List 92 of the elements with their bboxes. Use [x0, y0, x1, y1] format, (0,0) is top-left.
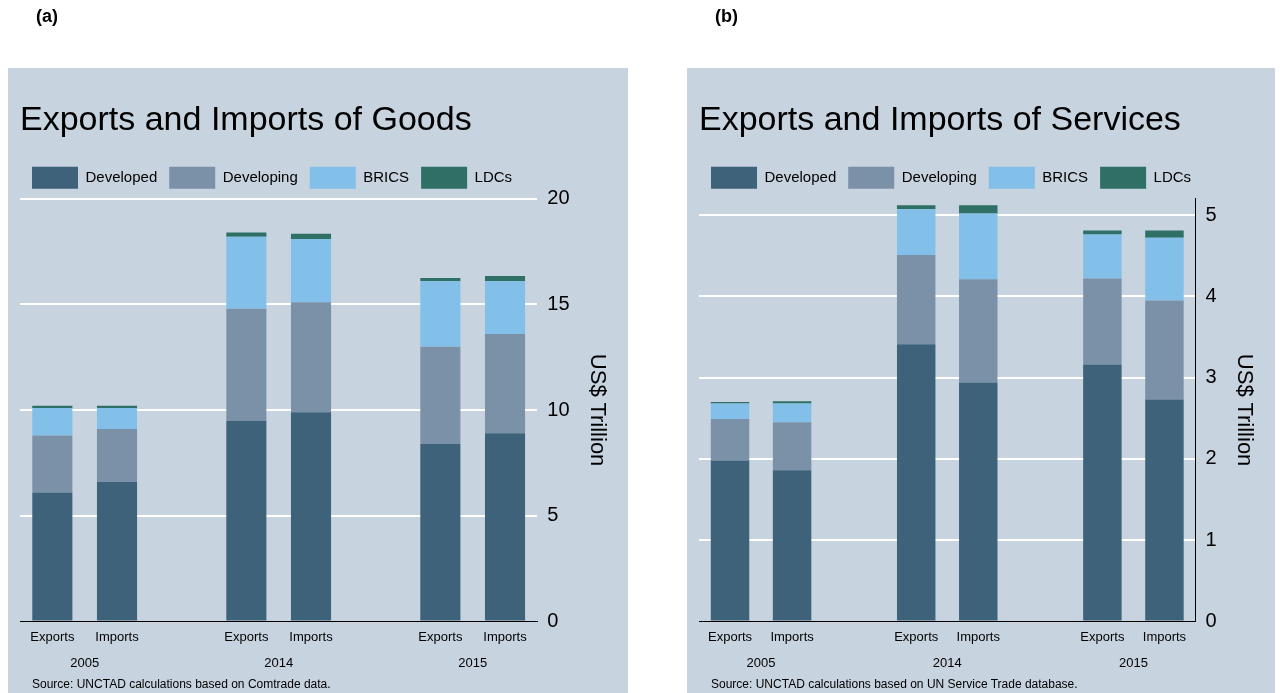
bar: [96, 481, 138, 621]
bar: [710, 419, 750, 461]
bar: [32, 407, 73, 436]
bar: [896, 209, 936, 255]
chart-title: Exports and Imports of Services: [699, 98, 1181, 137]
bar: [226, 232, 267, 237]
bar: [959, 382, 998, 621]
bar: [772, 422, 812, 471]
y-tick-label: 0: [547, 608, 559, 631]
text: 2014: [264, 654, 294, 670]
bar: [420, 443, 461, 621]
x-tick-label: Imports: [95, 628, 140, 644]
text: 2015: [1118, 654, 1148, 670]
y-tick-label: 0: [1205, 608, 1217, 631]
bar: [96, 429, 138, 482]
bar: [96, 407, 138, 430]
x-tick-label: Imports: [956, 628, 1001, 644]
bar: [1145, 237, 1184, 301]
y-tick-label: 5: [1205, 202, 1217, 225]
y-axis-title: US$ Trillion: [1232, 353, 1258, 467]
bar: [484, 275, 526, 282]
y-tick-label: 2: [1205, 446, 1217, 469]
bar: [1145, 399, 1184, 621]
bar: [772, 401, 812, 404]
x-tick-label: Imports: [483, 628, 528, 644]
bar: [959, 279, 998, 383]
source-note: Source: UNCTAD calculations based on UN Service Trade database.: [711, 677, 1078, 692]
legend-label: LDCs: [1153, 167, 1192, 185]
bar: [896, 205, 936, 210]
chart-subtitle: (b): [715, 6, 738, 27]
text: 2005: [70, 654, 100, 670]
bar: [420, 278, 461, 282]
bar: [1083, 364, 1122, 621]
bar: [484, 433, 526, 621]
legend-label: BRICS: [1042, 167, 1089, 185]
bar: [772, 470, 812, 621]
x-tick-label: Exports: [224, 628, 269, 644]
bar: [290, 412, 332, 621]
x-tick-label: Imports: [770, 628, 815, 644]
text: 2005: [746, 654, 776, 670]
bar: [226, 308, 267, 421]
bar: [420, 281, 461, 347]
bar: [226, 420, 267, 621]
y-tick-label: 10: [547, 397, 570, 420]
chart-title: Exports and Imports of Goods: [20, 98, 472, 137]
bar: [959, 213, 998, 280]
x-tick-label: Exports: [894, 628, 939, 644]
bar: [1083, 278, 1122, 365]
y-tick-label: 4: [1205, 283, 1217, 306]
bar: [420, 346, 461, 444]
x-tick-label: Imports: [289, 628, 334, 644]
bar: [1083, 234, 1122, 279]
legend-label: Developed: [764, 167, 837, 185]
bar: [896, 254, 936, 345]
bar: [1083, 230, 1122, 235]
bar: [959, 205, 998, 214]
source-note: Source: UNCTAD calculations based on Comtrade data.: [32, 677, 331, 692]
bar: [1145, 300, 1184, 400]
bar: [32, 405, 73, 408]
x-tick-label: Exports: [418, 628, 463, 644]
bar: [96, 405, 138, 408]
bar: [290, 302, 332, 413]
legend-label: LDCs: [474, 167, 513, 185]
legend-label: Developing: [222, 167, 298, 185]
bar: [710, 460, 750, 621]
bar: [290, 238, 332, 303]
legend-label: Developing: [901, 167, 977, 185]
bar: [484, 334, 526, 434]
x-tick-label: Exports: [707, 628, 753, 644]
y-tick-label: 5: [547, 503, 559, 526]
bar: [226, 236, 267, 309]
bar: [290, 233, 332, 239]
x-tick-label: Imports: [1142, 628, 1187, 644]
x-tick-label: Exports: [30, 628, 75, 644]
text: 2015: [458, 654, 488, 670]
y-tick-label: 3: [1205, 365, 1217, 388]
y-axis-title: US$ Trillion: [585, 353, 611, 467]
y-tick-label: 20: [547, 186, 570, 209]
chart-subtitle: (a): [36, 6, 58, 27]
bar: [32, 435, 73, 493]
bar: [1145, 230, 1184, 238]
y-tick-label: 1: [1205, 527, 1217, 550]
legend-label: Developed: [85, 167, 158, 185]
bar: [896, 344, 936, 621]
bar: [710, 403, 750, 420]
bar: [484, 281, 526, 335]
x-tick-label: Exports: [1080, 628, 1125, 644]
bar: [32, 492, 73, 621]
bar: [772, 403, 812, 423]
y-tick-label: 15: [547, 291, 570, 314]
legend-label: BRICS: [363, 167, 410, 185]
text: 2014: [932, 654, 962, 670]
